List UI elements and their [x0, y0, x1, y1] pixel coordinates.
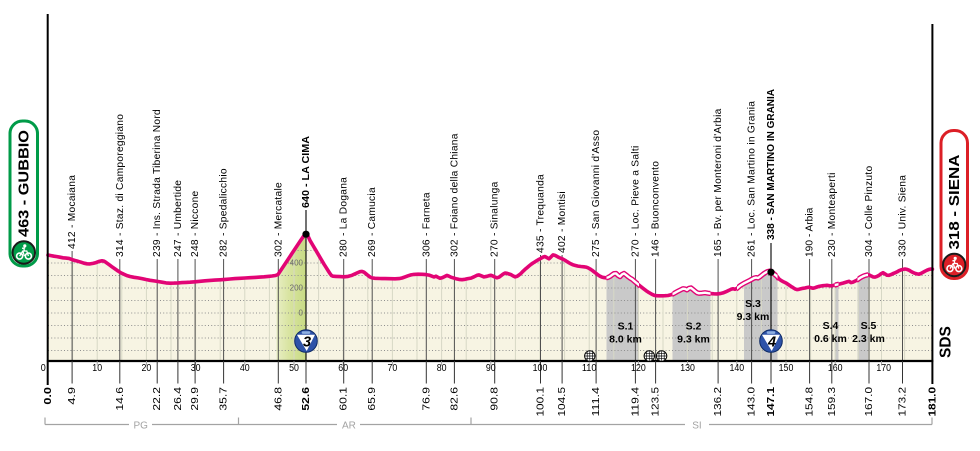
svg-text:400: 400: [290, 259, 304, 268]
svg-text:110: 110: [582, 363, 597, 374]
svg-text:140: 140: [729, 363, 744, 374]
svg-text:280 - La Dogana: 280 - La Dogana: [339, 177, 350, 257]
svg-text:270 - Loc. Pieve a Salti: 270 - Loc. Pieve a Salti: [630, 146, 641, 258]
svg-text:120: 120: [631, 363, 646, 374]
svg-text:318 - SIENA: 318 - SIENA: [947, 154, 963, 250]
svg-text:S.2: S.2: [686, 321, 702, 333]
svg-text:80: 80: [437, 363, 447, 374]
svg-text:306 - Farneta: 306 - Farneta: [421, 192, 432, 257]
svg-text:9.3 km: 9.3 km: [677, 334, 710, 346]
svg-text:4: 4: [767, 334, 776, 350]
svg-text:S.5: S.5: [861, 320, 877, 332]
svg-text:160: 160: [828, 363, 843, 374]
svg-text:167.0: 167.0: [864, 386, 875, 416]
svg-text:35.7: 35.7: [219, 386, 230, 410]
svg-text:230 - Monteaperti: 230 - Monteaperti: [827, 172, 838, 257]
svg-text:282 - Spedalicchio: 282 - Spedalicchio: [219, 168, 230, 257]
svg-text:30: 30: [191, 363, 201, 374]
svg-text:330 - Univ. Siena: 330 - Univ. Siena: [898, 175, 909, 257]
svg-text:90.8: 90.8: [490, 386, 501, 410]
svg-text:60.1: 60.1: [339, 386, 350, 410]
svg-text:50: 50: [289, 363, 299, 374]
svg-text:S.3: S.3: [745, 298, 761, 310]
svg-text:200: 200: [290, 284, 304, 293]
svg-text:40: 40: [240, 363, 250, 374]
svg-text:111.4: 111.4: [591, 386, 602, 416]
svg-text:52.6: 52.6: [301, 386, 312, 410]
svg-text:PG: PG: [133, 421, 148, 432]
svg-text:3: 3: [303, 334, 311, 350]
svg-text:100: 100: [533, 363, 548, 374]
svg-text:136.2: 136.2: [713, 386, 724, 416]
svg-text:130: 130: [680, 363, 695, 374]
svg-text:26.4: 26.4: [173, 386, 184, 410]
svg-text:302 - Mercatale: 302 - Mercatale: [273, 182, 284, 257]
svg-text:29.9: 29.9: [190, 386, 201, 410]
svg-text:261 - Loc. San Martino in Gran: 261 - Loc. San Martino in Grania: [747, 101, 758, 257]
svg-text:275 - San Giovanni d'Asso: 275 - San Giovanni d'Asso: [591, 130, 602, 257]
svg-text:SI: SI: [692, 421, 701, 432]
svg-text:314 - Staz. di Camporeggiano: 314 - Staz. di Camporeggiano: [115, 114, 126, 257]
svg-text:269 - Camucia: 269 - Camucia: [367, 187, 378, 257]
svg-text:154.8: 154.8: [805, 386, 816, 416]
svg-text:270 - Sinalunga: 270 - Sinalunga: [490, 181, 501, 257]
svg-text:463 - GUBBIO: 463 - GUBBIO: [16, 130, 32, 237]
svg-text:14.6: 14.6: [115, 386, 126, 410]
svg-text:9.3 km: 9.3 km: [737, 311, 770, 323]
svg-text:90: 90: [486, 363, 496, 374]
svg-text:304 - Colle Pinzuto: 304 - Colle Pinzuto: [864, 166, 875, 257]
svg-text:70: 70: [388, 363, 398, 374]
svg-text:4.9: 4.9: [67, 386, 78, 404]
svg-text:46.8: 46.8: [273, 386, 284, 410]
svg-text:60: 60: [338, 363, 348, 374]
svg-text:435 - Trequanda: 435 - Trequanda: [536, 174, 547, 253]
svg-text:8.0 km: 8.0 km: [609, 334, 642, 346]
svg-text:104.5: 104.5: [557, 386, 568, 416]
svg-text:S.1: S.1: [618, 321, 634, 333]
svg-text:159.3: 159.3: [827, 386, 838, 416]
svg-text:150: 150: [779, 363, 794, 374]
svg-text:65.9: 65.9: [367, 386, 378, 410]
svg-text:239 - Ins. Strada Tiberina Nor: 239 - Ins. Strada Tiberina Nord: [152, 109, 163, 257]
svg-text:0: 0: [41, 363, 46, 374]
svg-text:173.2: 173.2: [898, 386, 909, 416]
svg-text:147.1: 147.1: [766, 386, 777, 416]
svg-text:123.5: 123.5: [651, 386, 662, 416]
svg-text:0.0: 0.0: [43, 386, 54, 404]
svg-text:302 - Foiano della Chiana: 302 - Foiano della Chiana: [449, 133, 460, 257]
svg-text:402 - Montisi: 402 - Montisi: [557, 191, 568, 253]
svg-text:20: 20: [142, 363, 152, 374]
svg-text:82.6: 82.6: [449, 386, 460, 410]
svg-text:338 - SAN MARTINO IN GRANIA: 338 - SAN MARTINO IN GRANIA: [766, 88, 777, 240]
svg-text:0.6 km: 0.6 km: [814, 333, 847, 345]
svg-text:S.4: S.4: [823, 320, 839, 332]
svg-text:76.9: 76.9: [421, 386, 432, 410]
svg-text:190 - Arbia: 190 - Arbia: [805, 207, 816, 257]
svg-text:0: 0: [299, 309, 304, 318]
svg-text:165 - Bv. per Monteroni d'Arbi: 165 - Bv. per Monteroni d'Arbia: [713, 108, 724, 257]
svg-text:248 - Niccone: 248 - Niccone: [190, 190, 201, 257]
svg-text:AR: AR: [342, 421, 356, 432]
svg-text:146 - Buonconvento: 146 - Buonconvento: [651, 161, 662, 257]
svg-text:412 - Mocaiana: 412 - Mocaiana: [67, 175, 78, 249]
svg-text:22.2: 22.2: [152, 386, 163, 410]
svg-text:170: 170: [876, 363, 891, 374]
svg-text:2.3 km: 2.3 km: [852, 333, 885, 345]
svg-text:181.0: 181.0: [927, 386, 938, 416]
svg-text:247 - Umbertide: 247 - Umbertide: [173, 180, 184, 257]
svg-text:143.0: 143.0: [747, 386, 758, 416]
svg-text:100.1: 100.1: [536, 386, 547, 416]
svg-text:10: 10: [92, 363, 102, 374]
svg-text:640 - LA CIMA: 640 - LA CIMA: [301, 135, 312, 208]
svg-text:SDS: SDS: [938, 326, 955, 358]
svg-text:119.4: 119.4: [630, 386, 641, 416]
